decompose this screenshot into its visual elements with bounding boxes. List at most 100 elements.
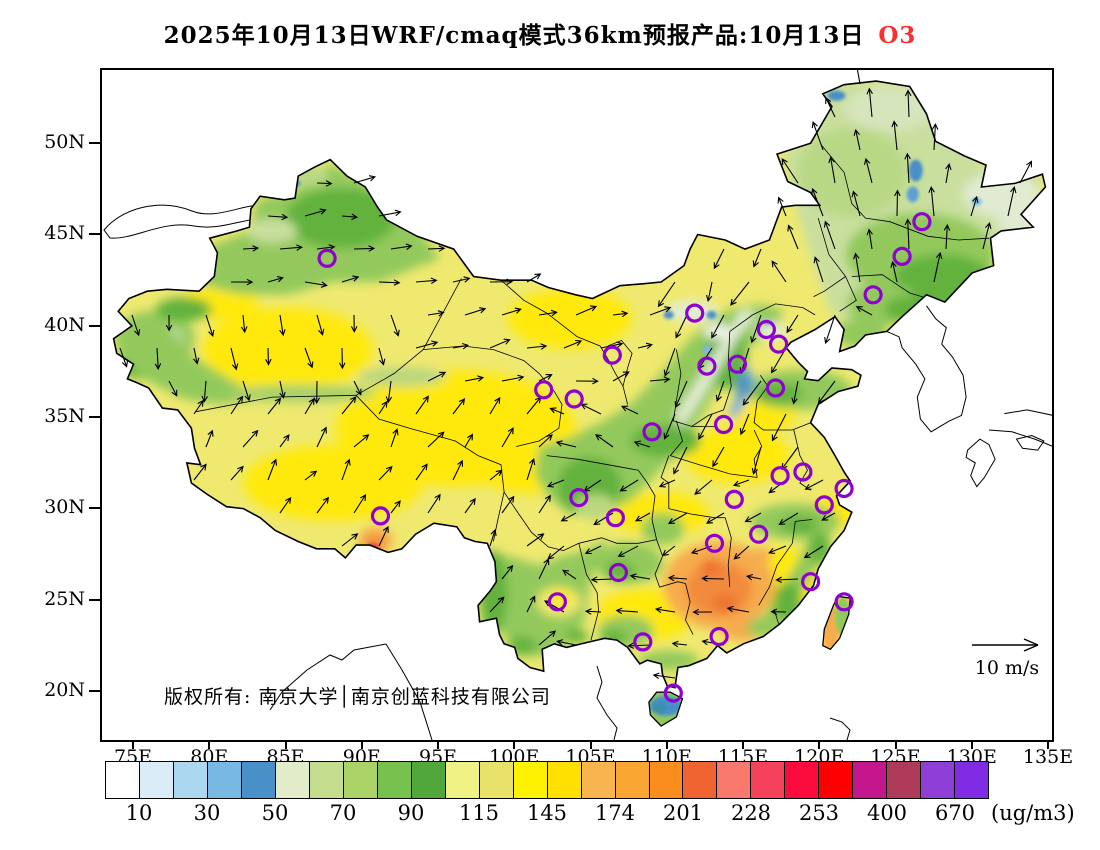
city-marker-nanchang: [749, 524, 769, 544]
city-marker-fuzhou: [800, 572, 821, 592]
wind-scale-label: 10 m/s: [974, 657, 1040, 679]
colorbar-cell-15: [615, 762, 650, 798]
lat-tick: [89, 233, 100, 236]
colorbar-tick-label: 174: [594, 801, 636, 825]
city-marker-changsha: [704, 533, 725, 553]
lat-tick-label: 30N: [44, 496, 85, 519]
colorbar-cell-25: [955, 762, 989, 798]
lon-tick: [665, 740, 668, 749]
city-marker-hefei: [770, 466, 790, 486]
o3-concentration-fill: [114, 81, 1044, 671]
colorbar-cell-19: [751, 762, 786, 798]
wind-vectors: [119, 60, 1032, 680]
city-marker-beijing: [756, 319, 777, 340]
lon-tick: [132, 740, 134, 749]
colorbar-cell-9: [411, 762, 446, 798]
city-marker-chengdu: [569, 488, 589, 508]
lon-tick: [589, 740, 592, 749]
city-marker-lhasa: [370, 506, 391, 526]
lat-tick-label: 45N: [44, 222, 85, 245]
colorbar-cell-12: [513, 762, 548, 798]
city-marker-xining: [534, 380, 554, 400]
colorbar-unit-label: (ug/m3): [991, 801, 1075, 825]
wind-scale-arrow-icon: [972, 638, 1039, 652]
colorbar-cell-7: [343, 762, 378, 798]
colorbar: [105, 761, 989, 799]
city-marker-harbin: [912, 212, 932, 232]
colorbar-cell-11: [479, 762, 514, 798]
colorbar-cell-0: [106, 762, 140, 798]
hainan-island: [648, 691, 684, 727]
colorbar-cell-17: [683, 762, 718, 798]
colorbar-cell-14: [581, 762, 616, 798]
city-marker-changchun: [892, 246, 912, 266]
city-marker-shanghai: [834, 478, 854, 499]
colorbar-tick-label: 670: [934, 801, 976, 825]
lon-tick: [284, 740, 287, 749]
lat-tick-label: 20N: [44, 679, 85, 702]
city-marker-shenyang: [863, 285, 883, 305]
lon-tick: [513, 740, 516, 749]
colorbar-cell-20: [785, 762, 820, 798]
colorbar-cell-24: [921, 762, 956, 798]
city-marker-shijiazhuang: [727, 354, 748, 374]
colorbar-tick-label: 253: [798, 801, 840, 825]
city-marker-wuhan: [724, 489, 744, 509]
copyright-text: 版权所有: 南京大学│南京创蓝科技有限公司: [164, 686, 551, 708]
lon-tick: [818, 740, 821, 749]
colorbar-tick-label: 50: [261, 801, 289, 825]
colorbar-cell-10: [445, 762, 480, 798]
lat-tick: [89, 507, 100, 510]
colorbar-tick-label: 90: [397, 801, 425, 825]
colorbar-tick-label: 70: [329, 801, 357, 825]
lon-tick: [1047, 740, 1049, 749]
colorbar-cell-3: [207, 762, 242, 798]
lon-tick: [208, 740, 211, 749]
city-marker-hangzhou: [814, 495, 834, 515]
colorbar-tick-label: 115: [458, 801, 500, 825]
city-marker-lanzhou: [564, 389, 584, 409]
city-marker-haikou: [663, 683, 683, 703]
wind-scale: 10 m/s: [964, 635, 1050, 679]
lon-tick-label: 135E: [1022, 746, 1074, 768]
city-marker-urumqi: [317, 248, 337, 268]
city-marker-nanning: [633, 632, 653, 652]
station-markers: [317, 212, 932, 703]
lat-tick-label: 25N: [44, 587, 85, 610]
city-marker-guangzhou: [709, 626, 729, 647]
colorbar-tick-label: 228: [730, 801, 772, 825]
city-marker-jinan: [765, 378, 786, 398]
city-marker-hohhot: [685, 303, 705, 323]
lon-tick: [894, 740, 897, 749]
city-marker-xian: [642, 422, 662, 442]
page-title: 2025年10月13日WRF/cmaq模式36km预报产品:10月13日 O3: [0, 16, 1080, 50]
colorbar-tick-label: 145: [526, 801, 568, 825]
lat-tick-label: 50N: [44, 131, 85, 153]
city-marker-yinchuan: [602, 345, 622, 365]
lon-tick: [970, 740, 973, 749]
china-o3-map: [103, 60, 1054, 741]
city-marker-tianjin: [768, 334, 789, 354]
lat-tick: [89, 142, 100, 144]
colorbar-cell-23: [887, 762, 922, 798]
lon-tick: [360, 740, 363, 749]
colorbar-cell-2: [173, 762, 208, 798]
city-marker-zhengzhou: [713, 414, 734, 435]
colorbar-cell-16: [649, 762, 684, 798]
colorbar-cell-21: [819, 762, 854, 798]
lon-tick: [437, 740, 439, 749]
lon-tick: [742, 740, 744, 749]
colorbar-cell-18: [717, 762, 752, 798]
lat-tick: [89, 416, 100, 419]
species-label: O3: [878, 22, 917, 49]
city-marker-nanjing: [793, 462, 813, 482]
colorbar-cell-8: [377, 762, 412, 798]
colorbar-tick-label: 10: [125, 801, 153, 825]
colorbar-tick-label: 400: [866, 801, 908, 825]
lat-tick: [89, 690, 100, 693]
lat-tick-label: 40N: [44, 313, 85, 336]
colorbar-cell-4: [241, 762, 276, 798]
city-marker-kunming: [547, 592, 567, 612]
lat-tick-label: 35N: [44, 405, 85, 428]
colorbar-cell-13: [547, 762, 582, 798]
